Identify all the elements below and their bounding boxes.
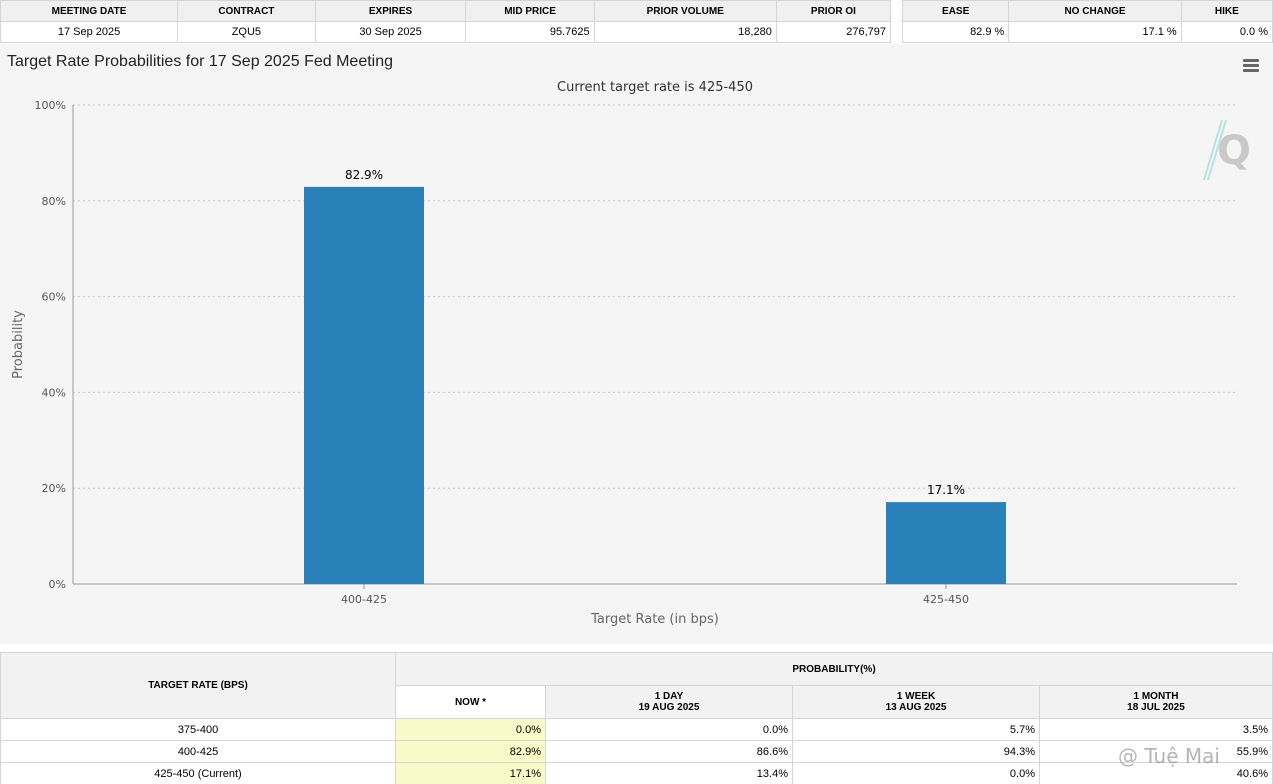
y-tick-label: 100% bbox=[35, 99, 66, 112]
y-tick-label: 0% bbox=[49, 578, 66, 591]
one-week-cell: 94.3% bbox=[792, 740, 1040, 763]
probability-table: TARGET RATE (BPS) PROBABILITY(%) NOW * 1… bbox=[0, 652, 1273, 784]
prior-oi-value: 276,797 bbox=[775, 21, 892, 43]
one-month-date: 18 JUL 2025 bbox=[1127, 702, 1185, 713]
meeting-date-value: 17 Sep 2025 bbox=[0, 21, 179, 43]
rate-cell: 375-400 bbox=[0, 718, 396, 741]
one-month-cell: 55.9% bbox=[1039, 740, 1273, 763]
bar bbox=[886, 502, 1006, 584]
y-tick-label: 40% bbox=[42, 386, 66, 399]
ease-header: EASE bbox=[901, 0, 1010, 22]
one-day-cell: 86.6% bbox=[545, 740, 793, 763]
summary-bar: MEETING DATE CONTRACT EXPIRES MID PRICE … bbox=[0, 0, 1273, 44]
one-day-date: 19 AUG 2025 bbox=[638, 702, 700, 713]
q-logo-icon: Q bbox=[1203, 119, 1251, 181]
table-row: 375-400 0.0% 0.0% 5.7% 3.5% bbox=[0, 718, 1273, 741]
now-header: NOW * bbox=[395, 685, 546, 719]
y-tick-label: 80% bbox=[42, 195, 66, 208]
y-axis-title: Probability bbox=[11, 310, 26, 379]
table-row: 425-450 (Current) 17.1% 13.4% 0.0% 40.6% bbox=[0, 762, 1273, 784]
table-row: 400-425 82.9% 86.6% 94.3% 55.9% bbox=[0, 740, 1273, 763]
now-cell: 0.0% bbox=[395, 718, 546, 741]
one-month-cell: 3.5% bbox=[1039, 718, 1273, 741]
bar bbox=[304, 186, 424, 584]
one-month-label: 1 MONTH bbox=[1133, 691, 1179, 702]
one-month-cell: 40.6% bbox=[1039, 762, 1273, 784]
ease-value: 82.9 % bbox=[901, 21, 1010, 43]
one-week-date: 13 AUG 2025 bbox=[885, 702, 947, 713]
one-day-cell: 13.4% bbox=[545, 762, 793, 784]
hamburger-menu-icon[interactable] bbox=[1243, 59, 1259, 73]
chart-subtitle: Current target rate is 425-450 bbox=[557, 80, 753, 95]
meeting-summary-table: MEETING DATE CONTRACT EXPIRES MID PRICE … bbox=[0, 0, 892, 43]
probability-summary-table: EASE NO CHANGE HIKE 82.9 % 17.1 % 0.0 % bbox=[901, 0, 1273, 43]
one-day-cell: 0.0% bbox=[545, 718, 793, 741]
one-week-header: 1 WEEK 13 AUG 2025 bbox=[792, 685, 1040, 719]
one-week-label: 1 WEEK bbox=[896, 691, 936, 702]
one-day-label: 1 DAY bbox=[654, 691, 684, 702]
one-week-cell: 5.7% bbox=[792, 718, 1040, 741]
bar-value-label: 17.1% bbox=[927, 483, 965, 497]
no-change-value: 17.1 % bbox=[1008, 21, 1182, 43]
now-cell: 17.1% bbox=[395, 762, 546, 784]
no-change-header: NO CHANGE bbox=[1008, 0, 1182, 22]
x-axis-title: Target Rate (in bps) bbox=[590, 612, 719, 627]
y-tick-label: 20% bbox=[42, 482, 66, 495]
contract-header: CONTRACT bbox=[177, 0, 316, 22]
expires-value: 30 Sep 2025 bbox=[314, 21, 467, 43]
x-tick-label: 400-425 bbox=[341, 593, 387, 606]
hike-value: 0.0 % bbox=[1180, 21, 1273, 43]
now-cell: 82.9% bbox=[395, 740, 546, 763]
probability-header: PROBABILITY(%) bbox=[395, 652, 1273, 686]
mid-price-value: 95.7625 bbox=[465, 21, 595, 43]
mid-price-header: MID PRICE bbox=[465, 0, 595, 22]
prior-volume-header: PRIOR VOLUME bbox=[593, 0, 777, 22]
contract-value: ZQU5 bbox=[177, 21, 316, 43]
prior-volume-value: 18,280 bbox=[593, 21, 777, 43]
chart-panel: Current target rate is 425-450 0% 20% 40% 60… bbox=[0, 44, 1273, 644]
one-day-header: 1 DAY 19 AUG 2025 bbox=[545, 685, 793, 719]
svg-text:Q: Q bbox=[1217, 128, 1251, 174]
chart-title: Target Rate Probabilities for 17 Sep 202… bbox=[7, 53, 394, 70]
rate-cell: 425-450 (Current) bbox=[0, 762, 396, 784]
x-tick-label: 425-450 bbox=[923, 593, 969, 606]
meeting-date-header: MEETING DATE bbox=[0, 0, 179, 22]
target-rate-header: TARGET RATE (BPS) bbox=[0, 652, 396, 719]
hike-header: HIKE bbox=[1180, 0, 1273, 22]
prior-oi-header: PRIOR OI bbox=[775, 0, 892, 22]
y-tick-label: 60% bbox=[42, 291, 66, 304]
one-month-header: 1 MONTH 18 JUL 2025 bbox=[1039, 685, 1273, 719]
one-week-cell: 0.0% bbox=[792, 762, 1040, 784]
rate-cell: 400-425 bbox=[0, 740, 396, 763]
expires-header: EXPIRES bbox=[314, 0, 467, 22]
probability-bar-chart: Current target rate is 425-450 0% 20% 40% 60… bbox=[11, 80, 1237, 627]
bar-value-label: 82.9% bbox=[345, 168, 383, 182]
